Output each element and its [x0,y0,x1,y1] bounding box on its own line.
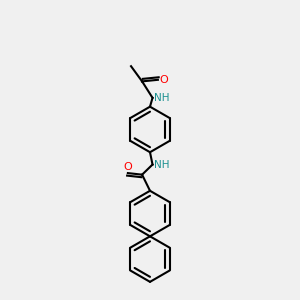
Text: NH: NH [154,160,170,170]
Text: NH: NH [154,93,170,103]
Text: O: O [124,161,132,172]
Text: O: O [160,75,168,85]
